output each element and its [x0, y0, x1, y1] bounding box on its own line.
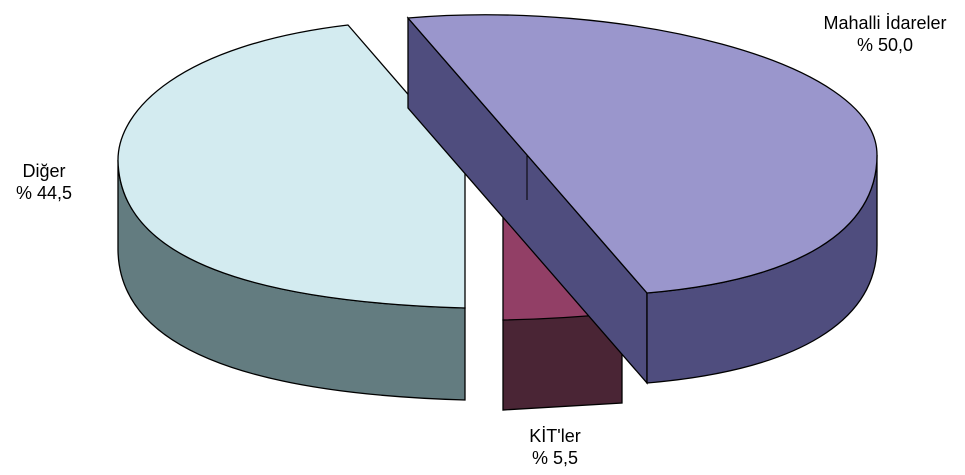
- label-mahalli-name: Mahalli İdareler: [823, 13, 947, 33]
- label-diger: Diğer % 44,5: [4, 160, 84, 204]
- label-kitler-value: % 5,5: [531, 448, 579, 468]
- label-diger-value: % 44,5: [15, 183, 73, 203]
- slice-mahalli: [406, 14, 878, 385]
- slice-diger: [117, 24, 466, 401]
- slice-mahalli-top: [406, 14, 878, 294]
- label-mahalli-value: % 50,0: [856, 35, 914, 55]
- label-mahalli: Mahalli İdareler % 50,0: [810, 12, 960, 56]
- label-kitler: KİT'ler % 5,5: [515, 425, 595, 469]
- label-kitler-name: KİT'ler: [529, 426, 581, 446]
- slice-diger-top: [117, 24, 466, 309]
- label-diger-name: Diğer: [22, 161, 66, 181]
